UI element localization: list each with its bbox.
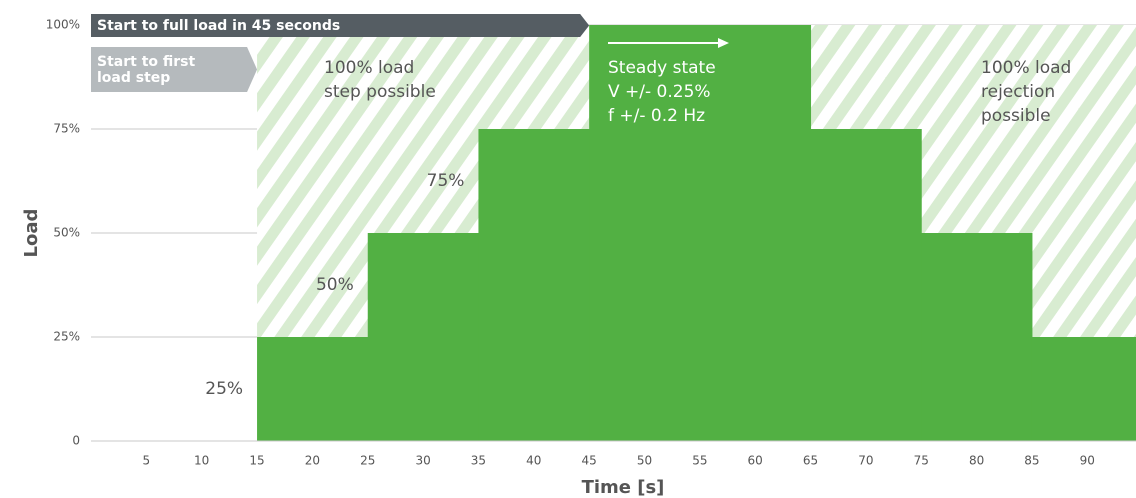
y-tick-label: 0 [72, 434, 80, 448]
load-step [478, 129, 590, 441]
x-tick-label: 45 [582, 454, 597, 468]
annotation: possible [981, 106, 1051, 126]
load-step [589, 25, 812, 441]
annotation: step possible [324, 82, 436, 102]
annotation: Steady state [608, 58, 716, 78]
load-step [257, 337, 369, 441]
banner-label: Start to full load in 45 seconds [97, 18, 340, 34]
banner-label: load step [97, 70, 170, 86]
banner [91, 14, 590, 37]
annotation: rejection [981, 82, 1055, 102]
x-tick-label: 55 [692, 454, 707, 468]
load-step [367, 233, 479, 441]
arrow-head [718, 38, 729, 48]
y-tick-label: 75% [53, 122, 80, 136]
x-tick-label: 10 [194, 454, 209, 468]
x-tick-label: 25 [360, 454, 375, 468]
load-step [810, 129, 922, 441]
annotation: 100% load [324, 58, 414, 78]
x-tick-label: 50 [637, 454, 652, 468]
step-label: 25% [205, 379, 243, 399]
x-tick-label: 90 [1080, 454, 1095, 468]
step-label: 75% [427, 171, 465, 191]
x-tick-label: 35 [471, 454, 486, 468]
y-tick-label: 100% [46, 18, 80, 32]
y-tick-label: 50% [53, 226, 80, 240]
x-tick-label: 75 [914, 454, 929, 468]
x-tick-label: 15 [249, 454, 264, 468]
x-tick-label: 20 [305, 454, 320, 468]
load-step [1031, 337, 1136, 441]
step-label: 50% [316, 275, 354, 295]
x-tick-label: 80 [969, 454, 984, 468]
x-axis-title: Time [s] [582, 477, 665, 498]
load-step [921, 233, 1033, 441]
annotation: 100% load [981, 58, 1071, 78]
banner [91, 47, 258, 92]
x-tick-label: 40 [526, 454, 541, 468]
y-axis-title: Load [21, 209, 42, 258]
x-tick-label: 65 [803, 454, 818, 468]
x-tick-label: 70 [858, 454, 873, 468]
banner-label: Start to first [97, 54, 195, 70]
annotation: f +/- 0.2 Hz [608, 106, 705, 126]
x-tick-label: 85 [1024, 454, 1039, 468]
y-tick-label: 25% [53, 330, 80, 344]
x-tick-label: 30 [415, 454, 430, 468]
x-tick-label: 60 [748, 454, 763, 468]
x-tick-label: 5 [143, 454, 151, 468]
annotation: V +/- 0.25% [608, 82, 711, 102]
